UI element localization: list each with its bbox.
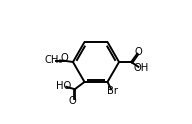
Text: O: O <box>69 96 76 106</box>
Text: O: O <box>61 53 68 63</box>
Text: HO: HO <box>56 81 71 91</box>
Text: OH: OH <box>133 63 148 73</box>
Text: O: O <box>135 47 142 57</box>
Text: Br: Br <box>108 86 118 96</box>
Text: CH₃: CH₃ <box>44 55 63 65</box>
